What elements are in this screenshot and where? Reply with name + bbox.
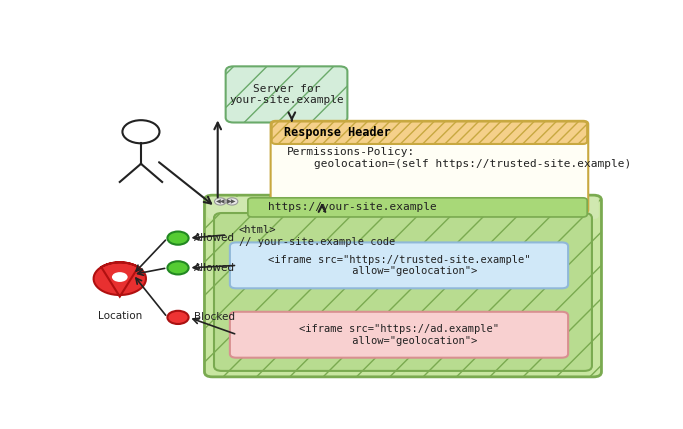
Text: <iframe src="https://ad.example"
     allow="geolocation">: <iframe src="https://ad.example" allow="… — [299, 324, 499, 345]
FancyBboxPatch shape — [248, 198, 587, 217]
Text: Permissions-Policy:
    geolocation=(self https://trusted-site.example): Permissions-Policy: geolocation=(self ht… — [287, 147, 631, 169]
FancyBboxPatch shape — [270, 121, 588, 213]
Text: Location: Location — [98, 311, 142, 321]
Text: Allowed: Allowed — [194, 263, 235, 273]
Circle shape — [112, 272, 128, 282]
Text: <iframe src="https://trusted-site.example"
     allow="geolocation">: <iframe src="https://trusted-site.exampl… — [268, 254, 530, 276]
FancyBboxPatch shape — [272, 121, 587, 144]
FancyBboxPatch shape — [207, 197, 599, 219]
Circle shape — [214, 198, 226, 205]
Text: ◀◀: ◀◀ — [216, 199, 225, 204]
Circle shape — [167, 311, 189, 324]
Circle shape — [226, 198, 238, 205]
Text: Allowed: Allowed — [194, 233, 235, 243]
Text: https://your-site.example: https://your-site.example — [268, 202, 436, 212]
FancyBboxPatch shape — [214, 213, 592, 371]
Text: Blocked: Blocked — [194, 312, 235, 323]
Text: <html>
// your-site.example code: <html> // your-site.example code — [239, 225, 395, 247]
Text: Response Header: Response Header — [284, 126, 391, 139]
FancyBboxPatch shape — [230, 242, 568, 288]
FancyBboxPatch shape — [225, 66, 348, 123]
FancyBboxPatch shape — [204, 195, 602, 377]
Text: ▶▶: ▶▶ — [227, 199, 237, 204]
Circle shape — [167, 232, 189, 245]
FancyBboxPatch shape — [230, 312, 568, 358]
PathPatch shape — [94, 262, 146, 296]
Circle shape — [167, 261, 189, 275]
Text: Server for
your-site.example: Server for your-site.example — [229, 84, 344, 105]
